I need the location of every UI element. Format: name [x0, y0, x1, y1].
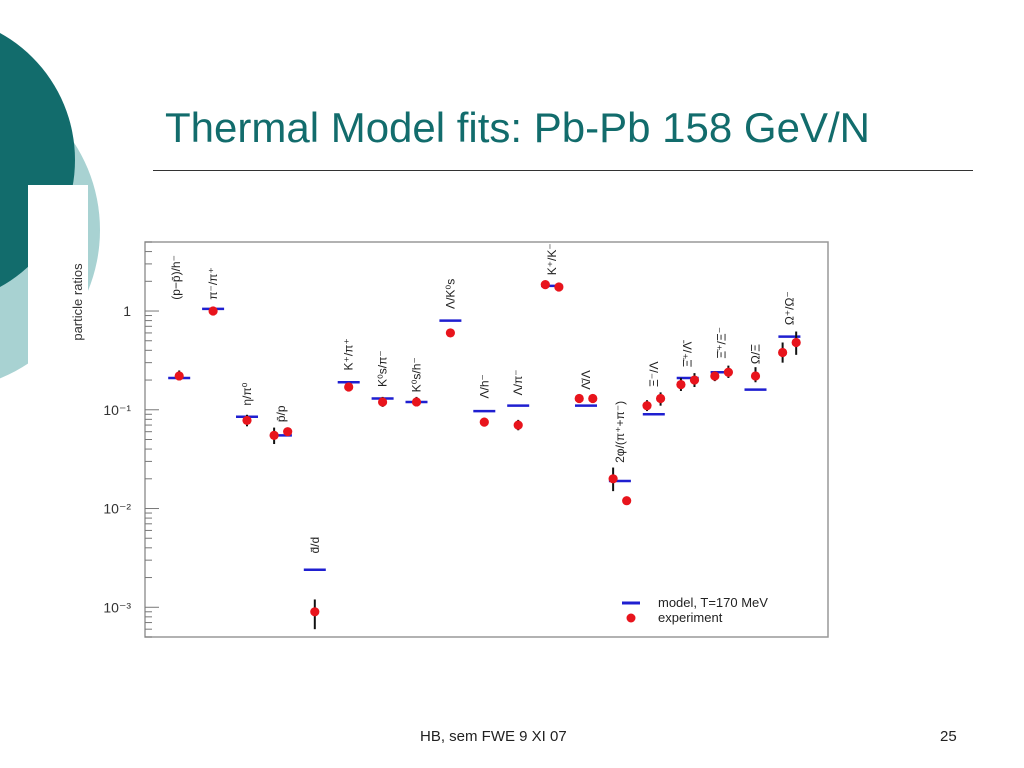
page-number: 25 — [940, 728, 957, 745]
experiment-point — [588, 393, 598, 404]
category-label: K⁺/K⁻ — [545, 243, 559, 275]
experiment-point — [208, 306, 218, 316]
experiment-point — [642, 401, 652, 411]
experiment-point — [242, 415, 252, 426]
y-tick-label: 10⁻³ — [103, 599, 131, 615]
legend-experiment-swatch — [626, 613, 636, 623]
category-label: Λ/π⁻ — [511, 369, 525, 395]
experiment-point — [622, 496, 632, 506]
experiment-point — [378, 397, 388, 407]
category-label: π⁻/π⁺ — [206, 267, 220, 300]
chart-legend: model, T=170 MeV experiment — [622, 595, 768, 625]
experiment-point — [791, 337, 801, 348]
category-label: Λ/K⁰s — [443, 279, 457, 309]
y-tick-label: 10⁻² — [103, 501, 131, 517]
legend-model-label: model, T=170 MeV — [658, 595, 768, 610]
plot-frame — [144, 241, 829, 638]
category-label: Ω⁺/Ω⁻ — [782, 291, 796, 325]
title-divider — [153, 170, 973, 171]
y-axis-label: particle ratios — [70, 263, 85, 341]
experiment-point — [513, 420, 523, 430]
experiment-point — [655, 393, 666, 404]
experiment-point — [344, 382, 354, 392]
experiment-point — [676, 379, 686, 390]
experiment-point — [445, 328, 455, 338]
slide-title: Thermal Model fits: Pb-Pb 158 GeV/N — [165, 104, 870, 151]
experiment-point — [689, 375, 700, 385]
slide-decoration — [0, 33, 100, 415]
category-label: Ω/Ξ — [749, 344, 763, 364]
category-label: Λ̄/Λ — [579, 370, 593, 389]
footer-text: HB, sem FWE 9 XI 07 — [420, 728, 567, 745]
experiment-series — [174, 280, 801, 630]
category-label: η/π⁰ — [240, 382, 254, 405]
experiment-point — [710, 371, 720, 381]
category-label: p̄/p — [274, 405, 288, 422]
experiment-point — [750, 371, 761, 381]
category-label: d̄/d — [308, 537, 322, 554]
experiment-point — [310, 607, 320, 617]
experiment-point — [554, 282, 564, 292]
category-label: K⁰s/π⁻ — [376, 350, 390, 387]
experiment-point — [540, 280, 550, 290]
category-label: Ξ̄⁺/Ξ⁻ — [715, 327, 729, 359]
experiment-point — [778, 347, 788, 358]
experiment-point — [174, 371, 184, 381]
category-label: 2φ/(π⁺+π⁻) — [613, 401, 627, 463]
experiment-point — [608, 474, 618, 484]
particle-ratio-chart: particle ratios 1 10⁻¹ 10⁻² 10⁻³ (p−p̄)/h⁻ π… — [70, 241, 829, 638]
category-label: Λ/h⁻ — [477, 374, 491, 398]
category-label: Ξ⁻/Λ — [647, 362, 661, 387]
y-tick-label: 10⁻¹ — [103, 402, 131, 418]
category-labels: (p−p̄)/h⁻ π⁻/π⁺ η/π⁰ p̄/p d̄/d K⁺/π⁺ K⁰s/π⁻ K⁰s… — [169, 243, 797, 553]
decor-cutout — [28, 185, 88, 415]
category-label: K⁺/π⁺ — [342, 338, 356, 370]
category-label: (p−p̄)/h⁻ — [169, 255, 183, 300]
experiment-point — [283, 427, 293, 437]
category-label: Ξ̄⁺/Λ̄ — [681, 340, 695, 367]
experiment-point — [574, 393, 584, 404]
category-label: K⁰s/h⁻ — [410, 357, 424, 392]
experiment-point — [269, 430, 279, 441]
y-axis-ticks: 1 10⁻¹ 10⁻² 10⁻³ — [103, 241, 159, 638]
experiment-point — [479, 417, 489, 427]
y-tick-label: 1 — [123, 303, 131, 319]
experiment-point — [723, 367, 733, 377]
legend-experiment-label: experiment — [658, 610, 723, 625]
experiment-point — [411, 397, 422, 407]
